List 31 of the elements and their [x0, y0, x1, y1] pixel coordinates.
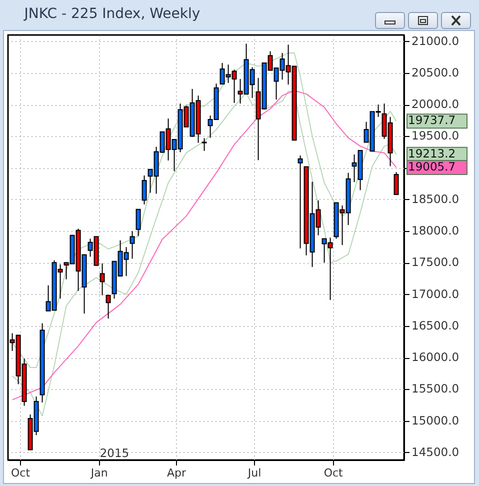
annotation: 2015 — [100, 446, 130, 460]
y-tick-label: 19500.0 — [412, 128, 460, 143]
y-tick-label: 18000.0 — [412, 224, 460, 238]
x-tick-label: Apr — [166, 466, 186, 480]
data-label: 19213.2 — [408, 146, 456, 160]
x-tick-label: Jul — [246, 466, 262, 480]
data-label: 19737.7 — [408, 113, 456, 128]
y-tick-label: 17500.0 — [412, 255, 460, 270]
y-tick-label: 15000.0 — [412, 413, 460, 428]
candlestick — [106, 294, 111, 320]
x-tick-label: Jan — [90, 466, 108, 480]
data-label: 19005.7 — [408, 159, 456, 174]
y-tick-label: 16500.0 — [412, 318, 460, 332]
candlestick — [394, 172, 399, 196]
y-tick-label: 15500.0 — [412, 382, 460, 396]
chart-title: JNKC - 225 Index, Weekly — [23, 6, 200, 22]
y-tick-label: 20500.0 — [412, 65, 460, 80]
x-tick-label: Oct — [324, 466, 344, 480]
candlestick — [202, 138, 207, 152]
y-tick-label: 21000.0 — [412, 34, 460, 48]
y-tick-label: 16000.0 — [412, 350, 460, 364]
candlestick — [100, 262, 105, 296]
y-tick-label: 18500.0 — [412, 192, 460, 206]
candlestick — [136, 208, 141, 237]
y-tick-label: 20000.0 — [412, 97, 460, 112]
y-tick-label: 17000.0 — [412, 286, 460, 301]
candlestick — [142, 174, 147, 205]
candlestick — [130, 230, 135, 260]
y-tick-label: 14500.0 — [412, 444, 460, 459]
x-tick-label: Oct — [10, 466, 31, 480]
candlestick — [298, 154, 303, 249]
